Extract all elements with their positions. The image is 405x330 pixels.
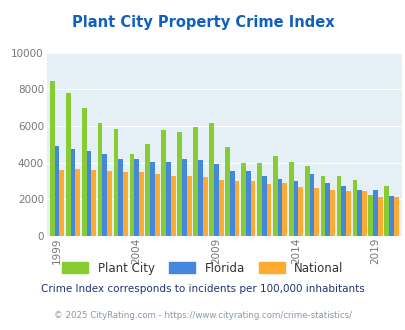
- Bar: [98, 123, 102, 236]
- Bar: [213, 164, 218, 236]
- Bar: [388, 196, 393, 236]
- Bar: [282, 183, 286, 236]
- Bar: [171, 176, 175, 236]
- Bar: [250, 181, 255, 236]
- Bar: [107, 171, 112, 236]
- Bar: [166, 162, 171, 236]
- Bar: [393, 197, 398, 236]
- Bar: [66, 93, 70, 236]
- Bar: [325, 183, 329, 236]
- Bar: [352, 180, 356, 236]
- Bar: [113, 129, 118, 236]
- Bar: [224, 147, 229, 236]
- Bar: [361, 191, 366, 236]
- Bar: [70, 149, 75, 236]
- Text: Crime Index corresponds to incidents per 100,000 inhabitants: Crime Index corresponds to incidents per…: [41, 284, 364, 294]
- Bar: [86, 151, 91, 236]
- Bar: [241, 163, 245, 236]
- Bar: [118, 159, 123, 236]
- Bar: [256, 163, 261, 236]
- Bar: [309, 174, 313, 236]
- Legend: Plant City, Florida, National: Plant City, Florida, National: [62, 262, 343, 275]
- Bar: [198, 160, 202, 236]
- Bar: [91, 170, 96, 236]
- Text: Plant City Property Crime Index: Plant City Property Crime Index: [72, 15, 333, 30]
- Bar: [261, 176, 266, 236]
- Bar: [341, 185, 345, 236]
- Bar: [177, 132, 182, 236]
- Bar: [320, 176, 325, 236]
- Bar: [123, 172, 128, 236]
- Bar: [356, 190, 361, 236]
- Bar: [384, 185, 388, 236]
- Bar: [266, 184, 271, 236]
- Bar: [161, 130, 166, 236]
- Text: © 2025 CityRating.com - https://www.cityrating.com/crime-statistics/: © 2025 CityRating.com - https://www.city…: [54, 311, 351, 320]
- Bar: [186, 177, 191, 236]
- Bar: [368, 195, 372, 236]
- Bar: [298, 187, 303, 236]
- Bar: [50, 81, 55, 236]
- Bar: [336, 176, 341, 236]
- Bar: [182, 159, 186, 236]
- Bar: [145, 144, 150, 236]
- Bar: [81, 108, 86, 236]
- Bar: [288, 162, 293, 236]
- Bar: [209, 123, 213, 236]
- Bar: [377, 197, 382, 236]
- Bar: [134, 159, 139, 236]
- Bar: [245, 171, 250, 236]
- Bar: [75, 169, 80, 236]
- Bar: [55, 146, 59, 236]
- Bar: [372, 190, 377, 236]
- Bar: [155, 174, 160, 236]
- Bar: [345, 191, 350, 236]
- Bar: [129, 154, 134, 236]
- Bar: [313, 188, 318, 236]
- Bar: [102, 154, 107, 236]
- Bar: [59, 170, 64, 236]
- Bar: [193, 127, 198, 236]
- Bar: [293, 181, 298, 236]
- Bar: [218, 180, 223, 236]
- Bar: [329, 190, 334, 236]
- Bar: [234, 181, 239, 236]
- Bar: [304, 166, 309, 236]
- Bar: [202, 177, 207, 236]
- Bar: [150, 162, 155, 236]
- Bar: [272, 156, 277, 236]
- Bar: [277, 179, 282, 236]
- Bar: [229, 171, 234, 236]
- Bar: [139, 172, 143, 236]
